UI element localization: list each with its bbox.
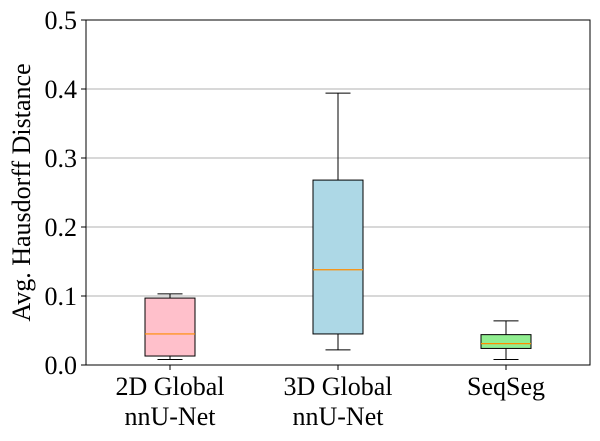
y-tick-label-5: 0.5 bbox=[45, 6, 78, 35]
y-tick-label-4: 0.4 bbox=[45, 75, 78, 104]
x-tick-label-1: 3D Global nnU-Net bbox=[283, 372, 392, 431]
y-tick-label-3: 0.3 bbox=[45, 144, 78, 173]
y-tick-label-2: 0.2 bbox=[45, 213, 78, 242]
x-tick-label-2: SeqSeg bbox=[467, 372, 545, 401]
box-body bbox=[312, 179, 364, 335]
box-body bbox=[480, 334, 532, 349]
x-tick-label-line: nnU-Net bbox=[125, 402, 217, 431]
box-body bbox=[144, 297, 196, 357]
box-series bbox=[144, 92, 532, 360]
y-axis-ticks: 0.0 0.1 0.2 0.3 0.4 0.5 bbox=[45, 6, 86, 380]
box-group-2 bbox=[480, 320, 532, 360]
x-tick-label-line: SeqSeg bbox=[467, 372, 545, 401]
y-tick-label-1: 0.1 bbox=[45, 282, 78, 311]
x-tick-label-line: 2D Global bbox=[115, 372, 224, 401]
x-tick-label-line: 3D Global bbox=[283, 372, 392, 401]
y-axis-label: Avg. Hausdorff Distance bbox=[7, 63, 36, 321]
x-tick-label-line: nnU-Net bbox=[293, 402, 385, 431]
x-tick-label-0: 2D Global nnU-Net bbox=[115, 372, 224, 431]
box-group-1 bbox=[312, 92, 364, 351]
y-tick-label-0: 0.0 bbox=[45, 351, 78, 380]
box-group-0 bbox=[144, 293, 196, 360]
